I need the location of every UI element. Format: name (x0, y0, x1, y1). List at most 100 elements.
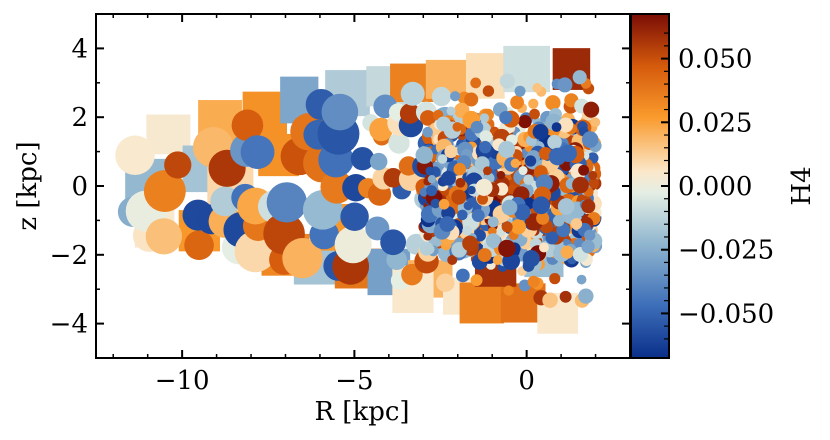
bin-cell (527, 275, 540, 288)
fine-bin-cell (436, 116, 452, 132)
x-axis-ticks: −10 −5 0 (112, 14, 597, 396)
fine-bin-cell (501, 221, 513, 233)
bin-cell (282, 238, 323, 279)
bin-cell (557, 77, 573, 93)
bin-cell (321, 93, 359, 131)
fine-bin-cell (532, 196, 551, 215)
fine-bin-cell (451, 189, 467, 205)
bin-cell (240, 135, 275, 169)
fine-bin-cell (438, 198, 450, 210)
bin-cell (450, 91, 461, 102)
fine-bin-cell (462, 225, 473, 236)
bin-cell (145, 218, 183, 255)
fine-bin-cell (499, 111, 513, 125)
bin-cell (369, 117, 393, 142)
fine-bin-cell (427, 174, 437, 184)
fine-bin-cell (426, 185, 438, 197)
fine-bin-cell (501, 199, 518, 216)
bin-cell (340, 202, 369, 231)
fine-bin-cell (560, 245, 574, 259)
fine-bin-cell (558, 117, 574, 133)
fine-bin-cell (453, 162, 467, 176)
bin-cell (436, 273, 455, 292)
fine-bin-cell (590, 117, 601, 128)
bin-cell (455, 268, 470, 283)
bin-cell (231, 109, 264, 142)
fine-bin-cell (581, 239, 595, 254)
fine-bin-cell (485, 233, 501, 249)
bin-cell (388, 132, 410, 154)
bin-cell (499, 73, 515, 89)
colorbar-tick-label: 0.025 (678, 108, 752, 138)
y-tick-label: −4 (50, 310, 88, 340)
bin-cell (559, 290, 572, 303)
fine-bin-cell (510, 158, 520, 169)
y-tick-label: 4 (71, 34, 88, 64)
fine-bin-cell (547, 134, 562, 150)
fine-bin-cell (483, 166, 492, 176)
fine-bin-cell (479, 113, 490, 123)
fine-bin-cell (471, 209, 485, 222)
bin-cell (545, 95, 561, 111)
fine-bin-cell (510, 219, 526, 235)
x-tick-label: −10 (155, 366, 210, 396)
fine-bin-cell (477, 193, 489, 205)
fine-bin-cell (479, 130, 493, 144)
colorbar-ticks: 0.050 0.025 0.000 −0.025 −0.050 (661, 32, 774, 340)
bin-cell (334, 226, 372, 264)
fine-bin-cell (492, 255, 503, 265)
bin-cell (369, 152, 388, 171)
fine-bin-cell (584, 229, 596, 241)
bin-cell (184, 230, 214, 261)
fine-bin-cell (557, 198, 575, 215)
bin-cell (399, 103, 421, 124)
y-axis-title: z [kpc] (13, 141, 43, 230)
fine-bin-cell (518, 165, 528, 176)
fine-bin-cell (424, 244, 435, 255)
large-bin-cell (459, 282, 505, 324)
bin-cell (578, 288, 594, 304)
fine-bin-cell (473, 229, 486, 242)
fine-bin-cell (524, 155, 537, 167)
fine-bin-cell (538, 146, 553, 161)
voronoi-cells (115, 45, 603, 334)
fine-bin-cell (475, 178, 493, 196)
fine-bin-cell (514, 203, 531, 221)
fine-bin-cell (572, 176, 589, 194)
x-axis-title: R [kpc] (314, 397, 409, 427)
bin-cell (350, 146, 375, 171)
fine-bin-cell (487, 216, 499, 228)
bin-cell (115, 135, 155, 175)
fine-bin-cell (446, 106, 456, 116)
fine-bin-cell (447, 255, 458, 265)
fine-bin-cell (455, 177, 466, 188)
fine-bin-cell (441, 170, 456, 186)
fine-bin-cell (430, 198, 441, 209)
fine-bin-cell (523, 174, 534, 185)
y-axis-ticks: 4 2 0 −2 −4 (50, 13, 630, 359)
bin-cell (470, 77, 482, 89)
fine-bin-cell (439, 216, 456, 232)
fine-bin-cell (415, 146, 434, 164)
fine-bin-cell (559, 144, 577, 163)
fine-bin-cell (477, 248, 492, 263)
fine-bin-cell (462, 235, 478, 252)
fine-bin-cell (588, 177, 600, 189)
fine-bin-cell (581, 199, 596, 214)
fine-bin-cell (518, 114, 532, 129)
fine-bin-cell (470, 120, 484, 134)
y-tick-label: 2 (71, 103, 88, 133)
fine-bin-cell (578, 164, 590, 176)
fine-bin-cell (570, 218, 583, 230)
bin-cell (514, 85, 526, 97)
bin-cell (164, 151, 192, 179)
fine-bin-cell (532, 124, 549, 140)
fine-bin-cell (478, 140, 492, 154)
fine-bin-cell (539, 242, 549, 253)
bin-cell (572, 70, 587, 85)
colorbar-tick-label: 0.000 (678, 172, 752, 202)
bin-cell (576, 274, 587, 285)
fine-bin-cell (496, 170, 506, 180)
bin-cell (380, 229, 407, 256)
